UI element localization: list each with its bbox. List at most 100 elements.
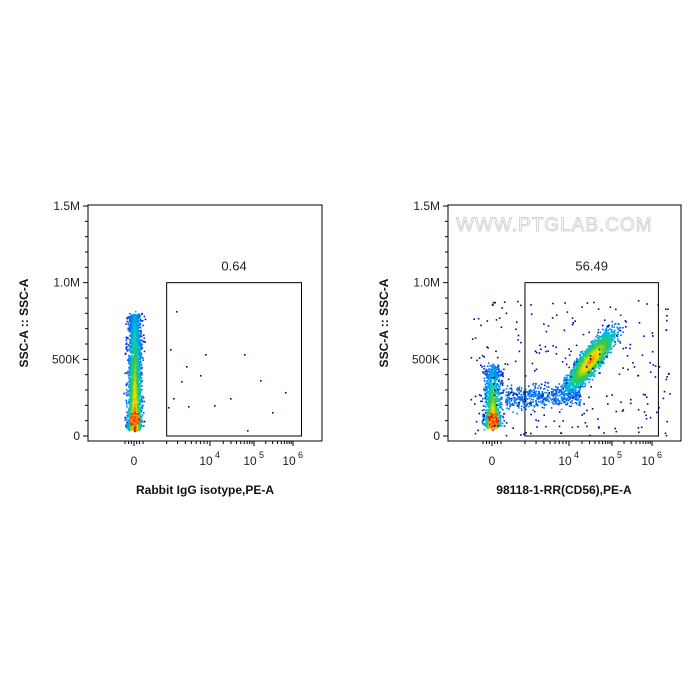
event-point	[575, 402, 578, 404]
event-point	[618, 326, 621, 329]
event-point	[130, 331, 133, 334]
event-point	[570, 389, 573, 392]
event-point	[129, 342, 131, 344]
event-point	[489, 391, 492, 393]
event-point	[499, 383, 502, 385]
event-point	[130, 394, 133, 396]
event-point	[134, 423, 136, 426]
event-point	[490, 421, 493, 424]
event-point	[139, 376, 142, 378]
event-point	[135, 428, 138, 431]
event-point	[528, 389, 531, 392]
event-point	[136, 332, 139, 335]
event-point	[483, 365, 486, 367]
event-point	[139, 358, 141, 361]
event-point	[138, 335, 140, 338]
event-point	[140, 332, 143, 335]
event-point	[497, 404, 500, 407]
event-point	[515, 402, 518, 404]
event-point	[520, 389, 522, 392]
event-point	[553, 397, 555, 399]
event-point	[494, 373, 497, 376]
event-point	[486, 397, 489, 399]
event-point	[486, 387, 488, 390]
event-point	[484, 370, 486, 373]
event-point	[495, 369, 497, 371]
event-point	[488, 410, 490, 413]
event-point	[135, 414, 138, 417]
event-point	[138, 386, 140, 388]
event-point	[498, 413, 500, 416]
event-point	[568, 405, 571, 407]
event-point	[129, 407, 132, 410]
event-point	[131, 342, 133, 344]
event-point	[131, 337, 134, 339]
event-point	[136, 382, 139, 385]
event-point	[136, 358, 138, 361]
event-point	[555, 391, 558, 394]
event-point	[489, 405, 491, 407]
event-point	[142, 412, 145, 414]
event-point	[487, 386, 489, 388]
event-point	[140, 407, 142, 410]
event-point	[132, 334, 135, 336]
event-point	[532, 395, 535, 398]
event-point	[138, 365, 141, 368]
event-point	[493, 375, 495, 378]
event-point	[529, 400, 532, 403]
event-point	[139, 357, 141, 360]
event-point	[522, 393, 525, 395]
event-point	[558, 391, 560, 394]
event-point	[541, 392, 544, 395]
event-point	[487, 384, 490, 386]
event-point	[497, 398, 499, 400]
event-point	[508, 408, 510, 410]
event-point	[133, 363, 135, 366]
event-point	[139, 366, 142, 368]
event-point	[505, 391, 508, 393]
plot-frame	[447, 204, 682, 442]
event-point	[244, 354, 246, 356]
event-point	[488, 388, 491, 390]
event-point	[576, 399, 579, 401]
event-point	[550, 394, 553, 396]
event-point	[497, 419, 499, 421]
event-point	[532, 401, 534, 403]
event-point	[126, 427, 128, 429]
event-point	[558, 383, 561, 385]
event-point	[499, 385, 501, 388]
event-point	[490, 372, 493, 374]
event-point	[138, 340, 141, 342]
event-point	[130, 375, 133, 378]
event-point	[129, 398, 132, 400]
event-point	[487, 409, 490, 411]
event-point	[127, 393, 130, 395]
event-point	[485, 373, 487, 375]
event-point	[498, 371, 501, 374]
event-point	[129, 389, 132, 392]
event-point	[132, 331, 135, 334]
event-point	[140, 398, 143, 400]
event-point	[136, 368, 139, 371]
event-point	[498, 378, 501, 381]
event-point	[132, 379, 135, 381]
event-point	[490, 393, 492, 396]
event-point	[133, 420, 136, 422]
event-point	[565, 399, 568, 402]
event-point	[141, 415, 143, 418]
event-point	[136, 378, 139, 380]
event-point	[140, 377, 143, 379]
event-point	[489, 395, 492, 398]
event-point	[509, 404, 512, 407]
event-point	[135, 389, 138, 392]
event-point	[132, 348, 134, 350]
event-point	[505, 401, 507, 403]
event-point	[561, 398, 564, 400]
event-point	[131, 423, 134, 425]
event-point	[125, 336, 128, 339]
event-point	[125, 346, 128, 348]
event-point	[576, 391, 579, 394]
event-point	[520, 405, 523, 408]
event-point	[139, 389, 141, 391]
